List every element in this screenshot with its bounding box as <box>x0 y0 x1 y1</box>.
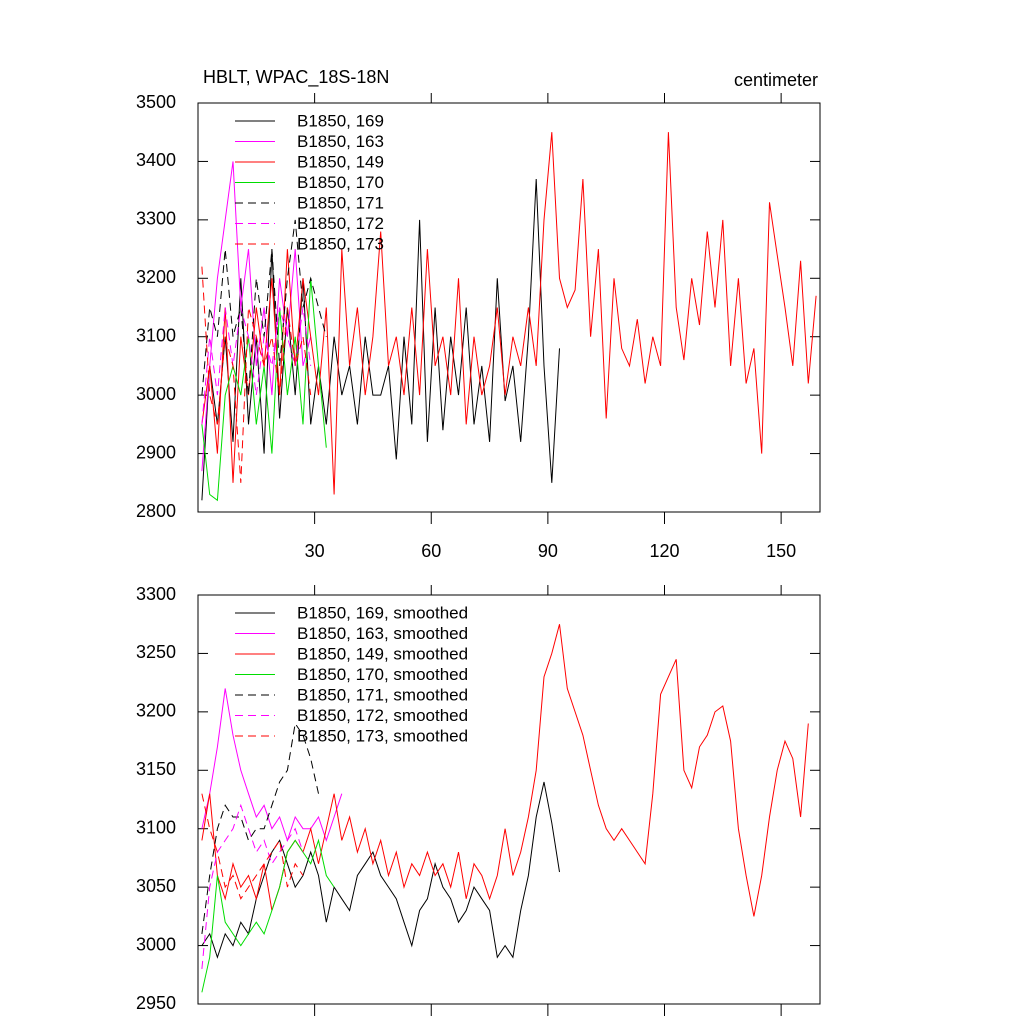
plot-frame <box>197 594 821 1005</box>
legend-label: B1850, 170, smoothed <box>297 665 468 684</box>
y-tick-label: 2950 <box>136 993 176 1013</box>
y-tick-label: 3250 <box>136 642 176 662</box>
series-line <box>201 688 343 842</box>
series-line <box>201 132 817 495</box>
legend-label: B1850, 173 <box>297 234 384 253</box>
legend-label: B1850, 172, smoothed <box>297 706 468 725</box>
units-label: centimeter <box>734 70 818 90</box>
y-tick-label: 3200 <box>136 701 176 721</box>
y-tick-label: 3000 <box>136 934 176 954</box>
series-line <box>201 178 560 501</box>
legend-label: B1850, 169 <box>297 111 384 130</box>
series-line <box>201 722 319 934</box>
legend-label: B1850, 170 <box>297 173 384 192</box>
y-tick-label: 3000 <box>136 384 176 404</box>
y-tick-label: 3500 <box>136 92 176 112</box>
x-tick-label: 30 <box>305 541 325 561</box>
legend-label: B1850, 169, smoothed <box>297 603 468 622</box>
y-tick-label: 3400 <box>136 150 176 170</box>
y-tick-label: 3100 <box>136 817 176 837</box>
legend-label: B1850, 149, smoothed <box>297 644 468 663</box>
legend-label: B1850, 171, smoothed <box>297 685 468 704</box>
y-tick-label: 3300 <box>136 209 176 229</box>
x-tick-label: 120 <box>649 541 679 561</box>
y-tick-label: 3150 <box>136 759 176 779</box>
y-tick-label: 3050 <box>136 876 176 896</box>
legend-label: B1850, 149 <box>297 152 384 171</box>
legend-label: B1850, 172 <box>297 214 384 233</box>
series-line <box>201 266 312 483</box>
x-tick-label: 90 <box>538 541 558 561</box>
series-line <box>201 838 335 993</box>
series-line <box>201 793 304 900</box>
y-tick-label: 2900 <box>136 442 176 462</box>
series-line <box>201 781 560 959</box>
legend-label: B1850, 163, smoothed <box>297 624 468 643</box>
legend-label: B1850, 173, smoothed <box>297 726 468 745</box>
legend-label: B1850, 171 <box>297 193 384 212</box>
legend-label: B1850, 163 <box>297 132 384 151</box>
y-tick-label: 3100 <box>136 325 176 345</box>
y-tick-label: 2800 <box>136 501 176 521</box>
y-tick-label: 3200 <box>136 267 176 287</box>
chart-title: HBLT, WPAC_18S-18N <box>203 67 389 88</box>
series-line <box>201 161 312 472</box>
x-tick-label: 60 <box>421 541 441 561</box>
series-line <box>201 803 304 969</box>
series-line <box>201 307 312 425</box>
series-line <box>201 624 809 917</box>
y-tick-label: 3300 <box>136 584 176 604</box>
x-tick-label: 150 <box>766 541 796 561</box>
plot-frame <box>197 102 821 513</box>
